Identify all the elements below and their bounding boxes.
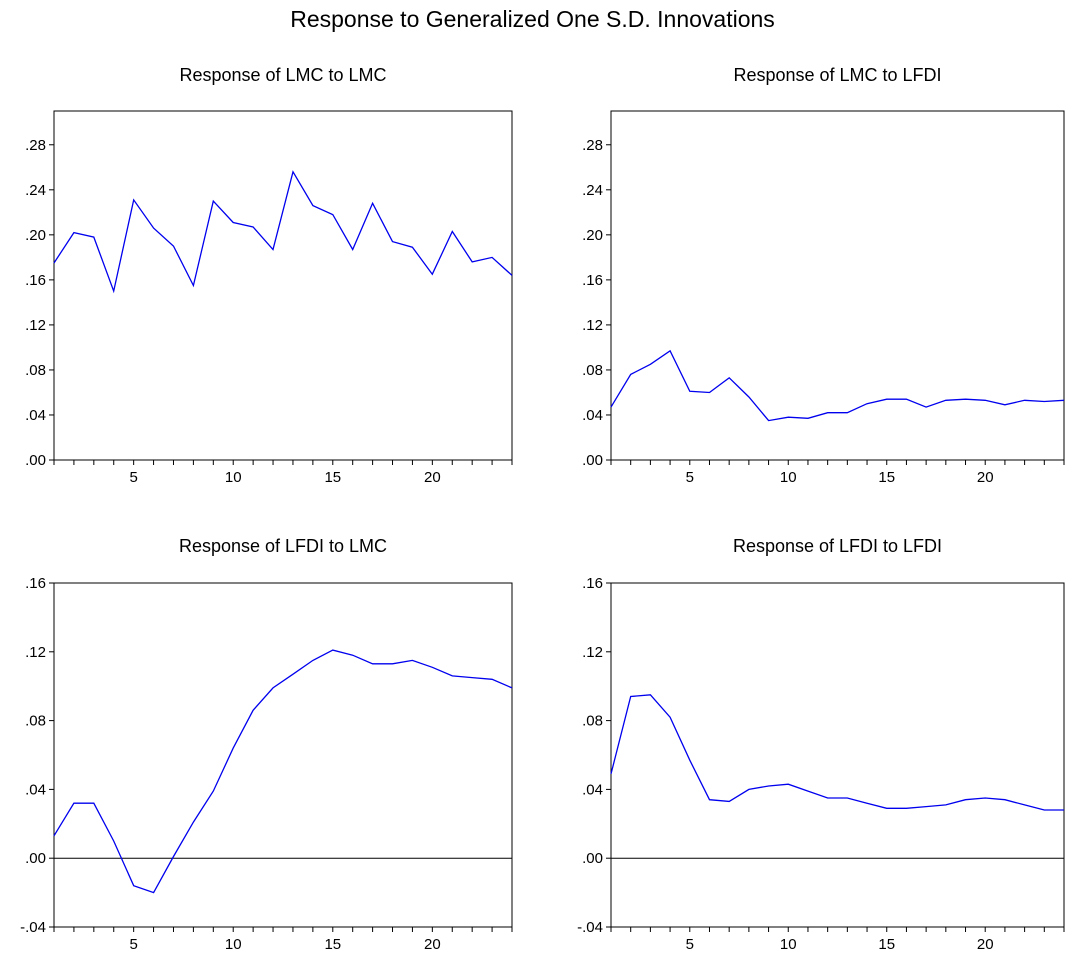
chart-title: Response of LFDI to LMC <box>179 536 387 556</box>
series-line <box>610 349 1065 422</box>
y-tick-label: .20 <box>25 227 46 244</box>
y-tick-label: .04 <box>25 781 46 798</box>
y-tick-label: .16 <box>25 575 46 592</box>
x-tick-label: 5 <box>686 936 694 953</box>
y-tick-label: .16 <box>582 575 603 592</box>
x-tick-label: 10 <box>780 936 797 953</box>
y-tick-label: .12 <box>582 317 603 334</box>
y-tick-label: .12 <box>25 644 46 661</box>
chart-panel-1: Response of LMC to LMC .00 .04 .08 .12 .16 .20… <box>25 65 513 486</box>
y-tick-label: -.04 <box>20 919 46 936</box>
x-tick-label: 5 <box>129 936 137 953</box>
x-tick-label: 20 <box>977 936 994 953</box>
chart-panel-4: Response of LFDI to LFDI -.04 .00 .04 .08 .12… <box>577 536 1065 953</box>
x-tick-label: 10 <box>780 469 797 486</box>
y-tick-label: .00 <box>25 850 46 867</box>
y-tick-label: .08 <box>582 713 603 730</box>
y-tick-label: .12 <box>25 317 46 334</box>
y-tick-label: .16 <box>582 272 603 289</box>
series-line <box>53 649 513 894</box>
y-tick-label: .00 <box>582 850 603 867</box>
chart-title: Response of LFDI to LFDI <box>733 536 942 556</box>
y-tick-label: .04 <box>582 407 603 424</box>
x-tick-label: 5 <box>686 469 694 486</box>
y-tick-label: .28 <box>25 137 46 154</box>
x-tick-label: 20 <box>424 469 441 486</box>
y-tick-label: .00 <box>582 452 603 469</box>
x-tick-label: 15 <box>324 469 341 486</box>
y-tick-label: .24 <box>582 182 603 199</box>
x-tick-label: 20 <box>424 936 441 953</box>
x-tick-label: 5 <box>129 469 137 486</box>
y-tick-label: .24 <box>25 182 46 199</box>
x-tick-label: 15 <box>324 936 341 953</box>
y-tick-label: .28 <box>582 137 603 154</box>
series-line <box>610 694 1064 811</box>
plot-frame <box>610 582 1065 928</box>
chart-title: Response of LMC to LMC <box>179 65 386 85</box>
chart-panel-3: Response of LFDI to LMC -.04 .00 .04 .08 .12.… <box>20 536 513 953</box>
y-tick-label: .08 <box>25 362 46 379</box>
x-tick-label: 15 <box>878 469 895 486</box>
x-tick-label: 10 <box>225 936 242 953</box>
y-tick-label: -.04 <box>577 919 603 936</box>
y-tick-label: .20 <box>582 227 603 244</box>
chart-title: Response of LMC to LFDI <box>733 65 941 85</box>
y-tick-label: .08 <box>582 362 603 379</box>
chart-panel-2: Response of LMC to LFDI .00 .04 .08 .12 .16 .2… <box>582 65 1065 486</box>
plot-frame <box>53 110 513 461</box>
series-line <box>53 170 513 294</box>
plot-frame <box>610 110 1065 461</box>
y-tick-label: .08 <box>25 713 46 730</box>
y-tick-label: .00 <box>25 452 46 469</box>
y-tick-label: .04 <box>582 781 603 798</box>
y-tick-label: .04 <box>25 407 46 424</box>
y-tick-label: .16 <box>25 272 46 289</box>
y-tick-label: .12 <box>582 644 603 661</box>
x-tick-label: 15 <box>878 936 895 953</box>
figure-title: Response to Generalized One S.D. Innovat… <box>290 6 775 32</box>
x-tick-label: 20 <box>977 469 994 486</box>
x-tick-label: 10 <box>225 469 242 486</box>
plot-frame <box>53 582 513 928</box>
